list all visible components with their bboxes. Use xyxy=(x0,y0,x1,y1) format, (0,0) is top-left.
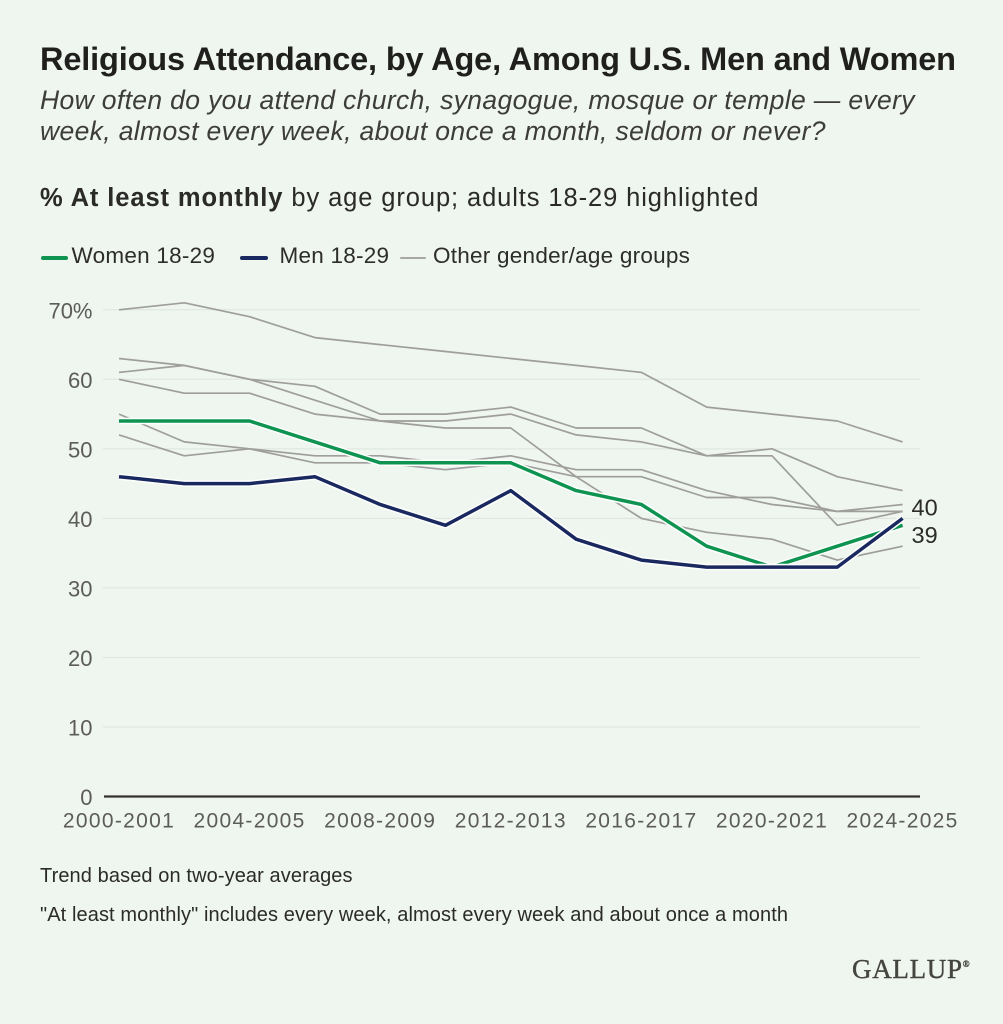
svg-text:2020-2021: 2020-2021 xyxy=(716,810,828,833)
svg-text:60: 60 xyxy=(68,368,92,393)
svg-text:40: 40 xyxy=(912,494,938,520)
svg-text:2016-2017: 2016-2017 xyxy=(585,810,697,833)
svg-text:30: 30 xyxy=(68,577,92,602)
svg-text:2000-2001: 2000-2001 xyxy=(63,810,175,833)
svg-text:2008-2009: 2008-2009 xyxy=(324,810,436,833)
svg-text:2012-2013: 2012-2013 xyxy=(455,810,567,833)
svg-text:20: 20 xyxy=(68,646,92,671)
svg-text:39: 39 xyxy=(912,522,938,548)
svg-text:50: 50 xyxy=(68,438,92,463)
svg-text:2004-2005: 2004-2005 xyxy=(194,810,306,833)
svg-text:2024-2025: 2024-2025 xyxy=(847,810,959,833)
svg-text:10: 10 xyxy=(68,716,92,741)
svg-text:0: 0 xyxy=(80,785,92,810)
svg-text:70%: 70% xyxy=(48,299,92,324)
svg-text:40: 40 xyxy=(68,507,92,532)
